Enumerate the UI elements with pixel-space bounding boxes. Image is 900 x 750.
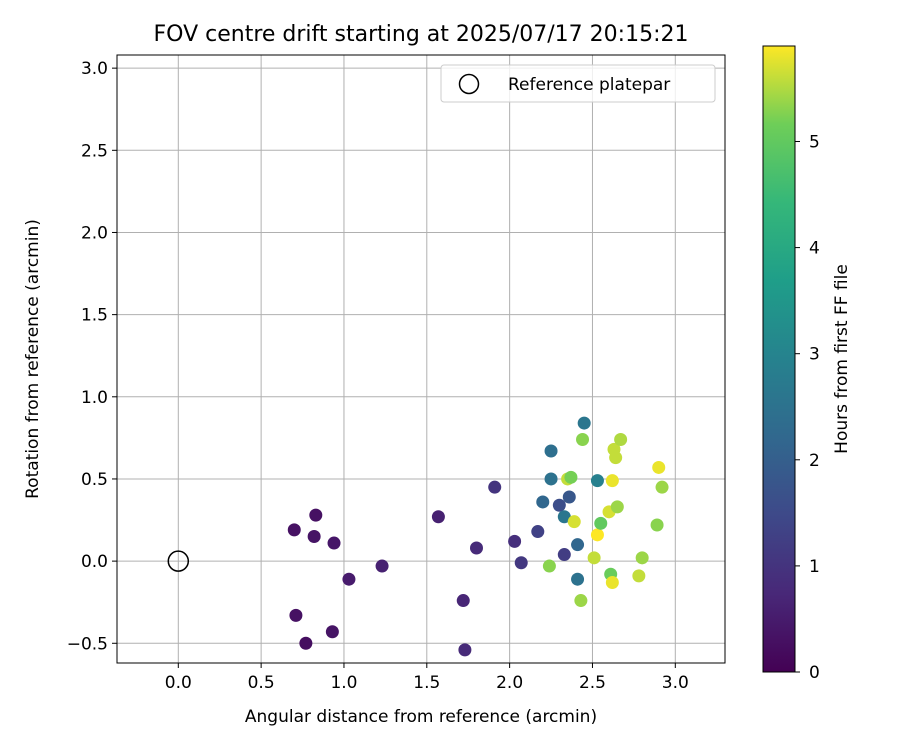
colorbar-tick-label: 3 [809,345,820,365]
data-point [542,559,556,573]
x-tick-label: 0.0 [165,673,192,693]
data-point [609,451,623,465]
colorbar-gradient [762,45,796,673]
chart-title: FOV centre drift starting at 2025/07/17 … [154,22,689,47]
y-tick-label: 2.0 [81,223,108,243]
y-tick-label: 0.5 [81,470,108,490]
data-point [552,498,566,512]
colorbar-tick-label: 2 [809,451,820,471]
data-point [632,569,646,583]
data-point [536,495,550,509]
data-point [514,556,528,570]
data-point [574,594,588,608]
y-tick-label: 1.0 [81,388,108,408]
data-point [375,559,389,573]
x-tick-label: 2.0 [496,673,523,693]
x-tick-label: 3.0 [662,673,689,693]
data-point [544,472,558,486]
data-point [587,551,601,565]
data-points [287,416,669,657]
data-point [605,575,619,589]
y-tick-label: 0.0 [81,552,108,572]
y-tick-label: 1.5 [81,306,108,326]
colorbar-tick-label: 5 [809,132,820,152]
data-point [309,508,323,522]
grid-lines [117,55,725,663]
data-point [544,444,558,458]
data-point [655,480,669,494]
data-point [299,636,313,650]
data-point [488,480,502,494]
data-point [614,433,628,447]
colorbar-tick-label: 1 [809,557,820,577]
data-point [576,433,590,447]
colorbar-ticks: 0 1 2 3 4 5 [795,132,820,683]
y-axis-ticks: −0.5 0.0 0.5 1.0 1.5 2.0 2.5 3.0 [67,59,117,654]
data-point [652,460,666,474]
data-point [287,523,301,537]
data-point [289,608,303,622]
legend-reference-label: Reference platepar [508,75,670,95]
y-tick-label: −0.5 [67,634,108,654]
data-point [508,534,522,548]
data-point [327,536,341,550]
reference-point [167,550,190,572]
data-point [605,474,619,488]
data-point [557,510,571,524]
legend: Reference platepar [440,64,716,103]
x-tick-label: 0.5 [248,673,275,693]
data-point [342,572,356,586]
data-point [594,516,608,530]
y-axis-label: Rotation from reference (arcmin) [23,219,43,499]
colorbar: 0 1 2 3 4 5 Hours from first FF file [762,45,852,683]
colorbar-label: Hours from first FF file [832,264,852,454]
colorbar-tick-label: 4 [809,239,820,259]
data-point [307,529,321,543]
legend-reference-marker [458,73,480,95]
data-point [635,551,649,565]
data-point [610,500,624,514]
data-point [571,572,585,586]
colorbar-tick-label: 0 [809,663,820,683]
data-point [564,470,578,484]
reference-marker [167,550,190,572]
y-tick-label: 2.5 [81,141,108,161]
data-point [650,518,664,532]
data-point [557,548,571,562]
data-point [571,538,585,552]
x-tick-label: 2.5 [579,673,606,693]
data-point [456,594,470,608]
data-point [590,474,604,488]
data-point [577,416,591,430]
x-tick-label: 1.5 [413,673,440,693]
data-point [458,643,472,657]
x-axis-ticks: 0.0 0.5 1.0 1.5 2.0 2.5 3.0 [165,663,689,693]
x-tick-label: 1.0 [330,673,357,693]
legend-box [440,64,716,103]
data-point [562,490,576,504]
data-point [531,525,545,539]
x-axis-label: Angular distance from reference (arcmin) [245,707,597,727]
y-tick-label: 3.0 [81,59,108,79]
data-point [469,541,483,555]
data-point [590,528,604,542]
plot-frame [116,54,726,664]
data-point [325,625,339,639]
data-point [431,510,445,524]
data-point [567,515,581,529]
